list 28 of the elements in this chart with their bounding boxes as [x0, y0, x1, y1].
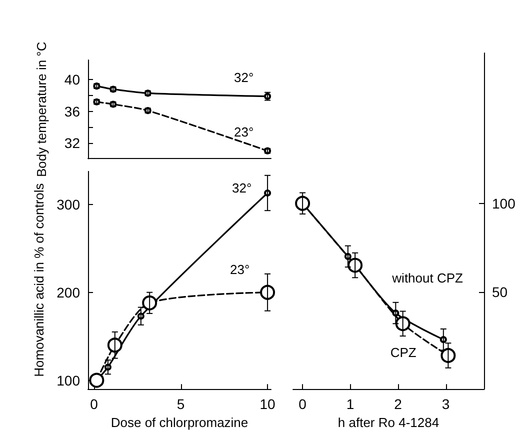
y-tick-label: 36: [64, 103, 80, 120]
x-tick-label: 10: [260, 396, 276, 412]
series-label: 32°: [232, 180, 252, 196]
y-tick-label: 100: [56, 372, 80, 388]
y-axis-title: Body temperature in °C: [34, 42, 49, 177]
series-label: CPZ: [390, 345, 416, 360]
x-tick-label: 0: [298, 396, 307, 412]
point: [107, 338, 122, 353]
y-tick-label: 300: [56, 196, 80, 212]
y-tick-label: 200: [56, 284, 80, 300]
y-tick-label: 50: [492, 284, 508, 300]
y-tick-label: 32: [64, 134, 80, 151]
series-label: 32°: [234, 70, 254, 85]
x-axis-title: h after Ro 4-1284: [338, 415, 440, 430]
y-tick-label: 100: [492, 195, 516, 212]
x-tick-label: 2: [394, 396, 402, 412]
y-axis-title: Homovanillic acid in % of controls: [32, 182, 47, 377]
point: [260, 284, 276, 300]
x-tick-label: 5: [176, 396, 185, 412]
x-tick-label: 1: [346, 396, 354, 412]
x-axis-title: Dose of chlorpromazine: [110, 415, 248, 430]
series-label: 23°: [234, 124, 254, 140]
y-tick-label: 40: [64, 72, 80, 88]
series-label: without CPZ: [391, 270, 464, 286]
x-tick-label: 0: [90, 396, 98, 412]
series-label: 23°: [230, 262, 250, 277]
point: [142, 295, 158, 310]
x-tick-label: 3: [442, 396, 450, 412]
